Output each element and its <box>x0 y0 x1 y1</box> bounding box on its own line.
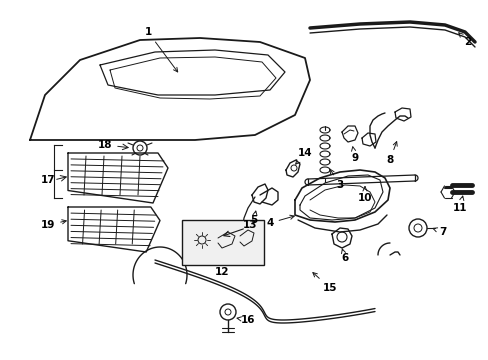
Text: 1: 1 <box>144 27 177 72</box>
Text: 17: 17 <box>41 175 55 185</box>
Text: 11: 11 <box>452 196 467 213</box>
Text: 2: 2 <box>458 33 470 47</box>
Text: 10: 10 <box>357 187 371 203</box>
Text: 16: 16 <box>237 315 255 325</box>
Text: 3: 3 <box>329 169 343 190</box>
Text: 6: 6 <box>341 249 348 263</box>
Text: 4: 4 <box>266 215 294 228</box>
Bar <box>182 220 264 265</box>
Text: 8: 8 <box>386 141 396 165</box>
Text: 14: 14 <box>295 148 312 164</box>
Text: 18: 18 <box>98 140 112 150</box>
Text: 13: 13 <box>242 220 257 230</box>
Text: 12: 12 <box>214 267 229 277</box>
Text: 19: 19 <box>41 220 66 230</box>
Text: 9: 9 <box>351 147 358 163</box>
Text: 5: 5 <box>250 211 257 225</box>
Text: 7: 7 <box>432 227 446 237</box>
Text: 15: 15 <box>312 273 337 293</box>
